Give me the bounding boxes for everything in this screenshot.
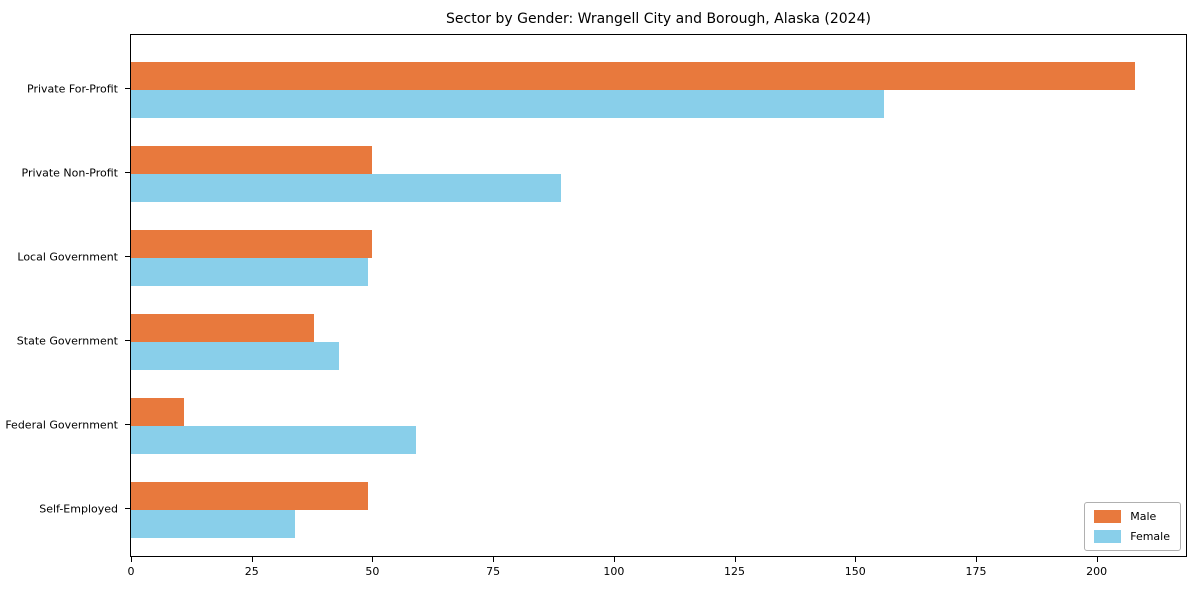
x-tick-label: 25 xyxy=(244,565,259,578)
female-swatch xyxy=(1094,530,1122,543)
y-tick-label: State Government xyxy=(16,334,118,347)
female-bar xyxy=(131,425,416,454)
x-tick-label: 200 xyxy=(1086,565,1108,578)
male-bar xyxy=(131,313,315,342)
x-tick-mark xyxy=(372,557,374,562)
y-axis: Private For-Profit Private Non-Profit Loca… xyxy=(0,34,130,557)
x-tick-label: 50 xyxy=(365,565,380,578)
male-bar xyxy=(131,481,368,510)
male-bar xyxy=(131,61,1136,90)
y-tick-mark xyxy=(125,340,130,341)
y-tick-label: Local Government xyxy=(17,250,118,263)
x-axis: 0 25 50 75 100 125 150 175 200 xyxy=(127,557,1187,589)
y-tick-mark xyxy=(125,256,130,257)
x-tick-label: 125 xyxy=(724,565,746,578)
x-tick-label: 75 xyxy=(486,565,501,578)
y-tick-label: Federal Government xyxy=(5,418,118,431)
x-tick-mark xyxy=(251,557,253,562)
male-bar xyxy=(131,397,185,426)
female-bar xyxy=(131,173,561,202)
x-tick-label: 100 xyxy=(603,565,625,578)
chart-title: Sector by Gender: Wrangell City and Boro… xyxy=(446,11,871,27)
x-tick-mark xyxy=(734,557,736,562)
legend-label: Female xyxy=(1130,530,1170,543)
female-bar xyxy=(131,89,885,118)
y-tick-mark xyxy=(125,88,130,89)
female-bar xyxy=(131,341,339,370)
female-bar xyxy=(131,509,296,538)
x-tick-mark xyxy=(613,557,615,562)
legend-item-male: Male xyxy=(1094,510,1170,523)
male-bar xyxy=(131,229,373,258)
x-tick-label: 0 xyxy=(127,565,135,578)
x-tick-label: 175 xyxy=(965,565,987,578)
y-tick-label: Private For-Profit xyxy=(27,82,118,95)
male-swatch xyxy=(1094,510,1122,523)
y-tick-mark xyxy=(125,172,130,173)
x-tick-mark xyxy=(1096,557,1098,562)
x-tick-mark xyxy=(493,557,495,562)
plot-area: Male Female xyxy=(130,34,1187,557)
y-tick-mark xyxy=(125,508,130,509)
legend: Male Female xyxy=(1084,502,1181,551)
x-tick-mark xyxy=(975,557,977,562)
female-bar xyxy=(131,257,368,286)
male-bar xyxy=(131,145,373,174)
x-tick-label: 150 xyxy=(844,565,866,578)
y-tick-label: Private Non-Profit xyxy=(21,166,118,179)
x-tick-mark xyxy=(855,557,857,562)
legend-item-female: Female xyxy=(1094,530,1170,543)
y-tick-mark xyxy=(125,424,130,425)
y-tick-label: Self-Employed xyxy=(39,502,118,515)
legend-label: Male xyxy=(1130,510,1157,523)
x-tick-mark xyxy=(131,557,132,562)
